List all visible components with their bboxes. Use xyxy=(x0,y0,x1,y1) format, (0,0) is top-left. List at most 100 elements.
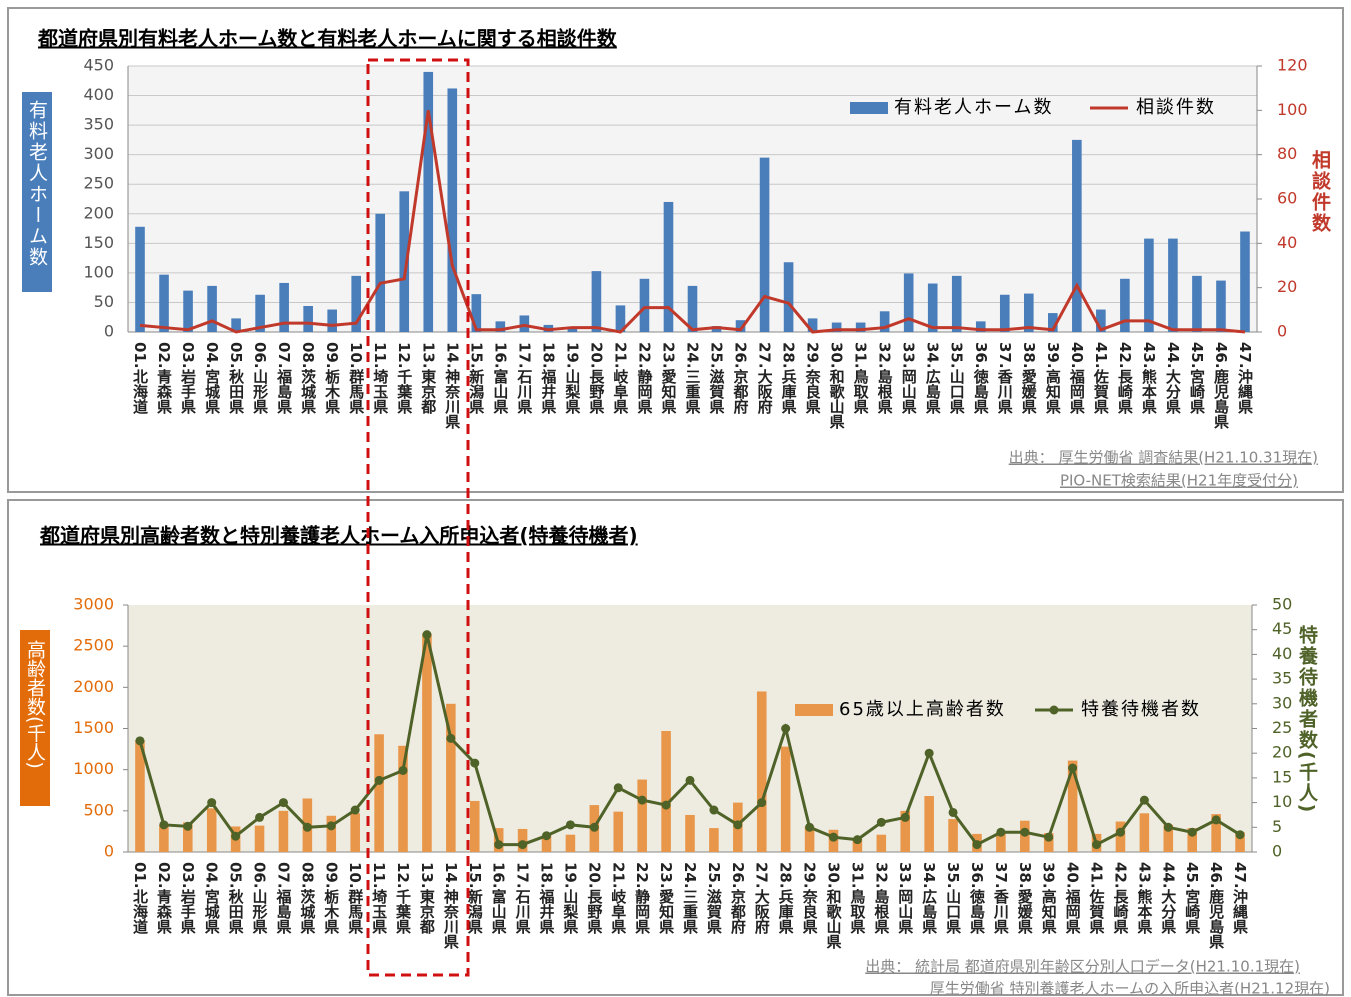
marker xyxy=(948,807,958,817)
bar xyxy=(447,88,458,332)
x-tick-label: 12.千葉県 xyxy=(395,342,413,415)
bar xyxy=(1023,293,1034,332)
x-tick-label: 02.青森県 xyxy=(155,862,173,935)
source: 出典： 厚生労働省 調査結果(H21.10.31現在) xyxy=(1009,449,1318,467)
bar xyxy=(183,822,193,852)
x-tick-label: 31.鳥取県 xyxy=(848,862,866,935)
line xyxy=(139,110,1246,334)
marker xyxy=(350,805,360,815)
bar xyxy=(996,832,1006,852)
marker xyxy=(278,798,288,808)
marker xyxy=(518,840,528,850)
chart-title: 都道府県別高齢者数と特別養護老人ホーム入所申込者(特養待機者) xyxy=(39,524,638,548)
bar xyxy=(780,746,791,852)
x-tick-label: 03.岩手県 xyxy=(179,862,197,935)
marker xyxy=(1187,827,1197,837)
y-axis-title: 有料老人ホーム数 xyxy=(26,100,48,268)
bar xyxy=(1139,813,1150,852)
bar xyxy=(375,213,386,332)
bar xyxy=(1235,832,1245,852)
x-tick-label: 45.宮崎県 xyxy=(1188,342,1206,415)
marker xyxy=(183,821,193,831)
x-tick-label: 26.京都府 xyxy=(729,862,747,935)
y-tick-label: 0 xyxy=(104,842,114,861)
x-tick-label: 43.熊本県 xyxy=(1135,862,1153,935)
x-tick-label: 21.岐阜県 xyxy=(609,862,627,935)
x-tick-label: 23.愛知県 xyxy=(659,342,677,415)
bar xyxy=(255,294,265,332)
marker xyxy=(661,800,671,810)
bar xyxy=(783,262,794,332)
bar xyxy=(1072,139,1082,332)
x-tick-label: 42.長崎県 xyxy=(1111,862,1129,935)
x-tick-label: 08.茨城県 xyxy=(298,862,316,935)
legend-label: 特養待機者数 xyxy=(1081,699,1201,720)
bar xyxy=(1211,814,1221,852)
x-tick-label: 02.青森県 xyxy=(155,342,173,415)
legend-label: 相談件数 xyxy=(1136,97,1216,118)
x-tick-label: 36.徳島県 xyxy=(972,342,990,415)
x-tick-label: 40.福岡県 xyxy=(1068,342,1086,415)
x-tick-label: 10.群馬県 xyxy=(346,862,364,935)
bar xyxy=(446,703,456,852)
x-tick-label: 07.福島県 xyxy=(274,862,292,935)
y2-tick-label: 40 xyxy=(1277,233,1297,252)
marker xyxy=(685,775,695,785)
marker xyxy=(1235,830,1245,840)
y-axis-title: 高齢者数(千人) xyxy=(24,640,46,769)
x-tick-label: 27.大阪府 xyxy=(753,862,771,935)
bar xyxy=(1163,824,1174,852)
bar xyxy=(159,824,169,852)
marker xyxy=(159,820,169,830)
bar xyxy=(135,226,145,332)
y2-tick-label: 10 xyxy=(1272,792,1292,811)
bar xyxy=(879,311,890,332)
marker xyxy=(613,783,623,793)
x-tick-label: 08.茨城県 xyxy=(299,342,317,415)
bar xyxy=(685,814,695,852)
y-tick-label: 1500 xyxy=(73,718,114,737)
x-tick-label: 17.石川県 xyxy=(515,342,533,415)
y2-tick-label: 80 xyxy=(1277,144,1297,163)
marker xyxy=(1163,822,1173,832)
x-tick-label: 11.埼玉県 xyxy=(370,862,388,935)
y-tick-label: 100 xyxy=(83,262,114,281)
x-tick-label: 23.愛知県 xyxy=(657,862,675,935)
marker xyxy=(302,822,312,832)
bar xyxy=(1115,821,1126,852)
bar xyxy=(471,294,482,332)
bar xyxy=(735,320,746,332)
x-tick-label: 19.山梨県 xyxy=(563,342,581,415)
marker xyxy=(1020,827,1030,837)
x-tick-label: 04.宮城県 xyxy=(203,342,221,415)
bar xyxy=(661,730,671,852)
x-tick-label: 11.埼玉県 xyxy=(371,342,389,415)
bar xyxy=(951,275,962,332)
chart-title: 都道府県別有料老人ホーム数と有料老人ホームに関する相談件数 xyxy=(37,27,618,51)
x-tick-label: 22.静岡県 xyxy=(633,862,651,935)
x-tick-label: 18.福井県 xyxy=(539,342,557,415)
marker xyxy=(326,821,336,831)
bar xyxy=(303,305,313,332)
x-tick-label: 10.群馬県 xyxy=(347,342,365,415)
bar xyxy=(1192,275,1202,332)
x-tick-label: 28.兵庫県 xyxy=(777,862,795,935)
bar xyxy=(637,779,647,852)
x-tick-label: 03.岩手県 xyxy=(179,342,197,415)
marker xyxy=(1115,827,1125,837)
x-tick-label: 46.鹿児島県 xyxy=(1207,862,1225,950)
bar xyxy=(183,290,193,332)
marker xyxy=(374,775,384,785)
marker xyxy=(733,820,743,830)
x-tick-label: 15.新潟県 xyxy=(466,862,484,935)
ylabel-box xyxy=(22,92,52,292)
marker xyxy=(231,831,241,841)
bar xyxy=(756,691,767,852)
marker xyxy=(255,812,265,822)
marker xyxy=(805,822,815,832)
x-tick-label: 44.大分県 xyxy=(1164,342,1182,415)
x-tick-label: 38.愛媛県 xyxy=(1016,862,1034,935)
y2-tick-label: 35 xyxy=(1272,669,1292,688)
legend-label: 65歳以上高齢者数 xyxy=(839,699,1006,720)
